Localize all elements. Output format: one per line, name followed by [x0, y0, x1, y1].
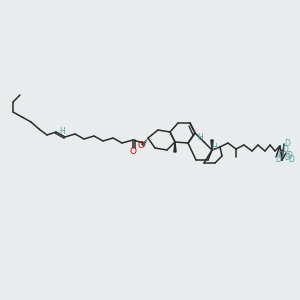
Text: D: D — [288, 155, 294, 164]
Text: H: H — [211, 142, 217, 152]
Text: H: H — [59, 128, 65, 136]
Text: D: D — [284, 140, 290, 148]
Text: O: O — [130, 148, 136, 157]
Text: D: D — [275, 154, 281, 164]
Text: H: H — [197, 133, 203, 142]
Polygon shape — [211, 140, 213, 150]
Text: D: D — [277, 151, 283, 160]
Text: O: O — [137, 140, 145, 149]
Polygon shape — [174, 142, 176, 152]
Text: D: D — [286, 151, 292, 160]
Text: D: D — [284, 152, 290, 161]
Text: D: D — [282, 146, 288, 154]
